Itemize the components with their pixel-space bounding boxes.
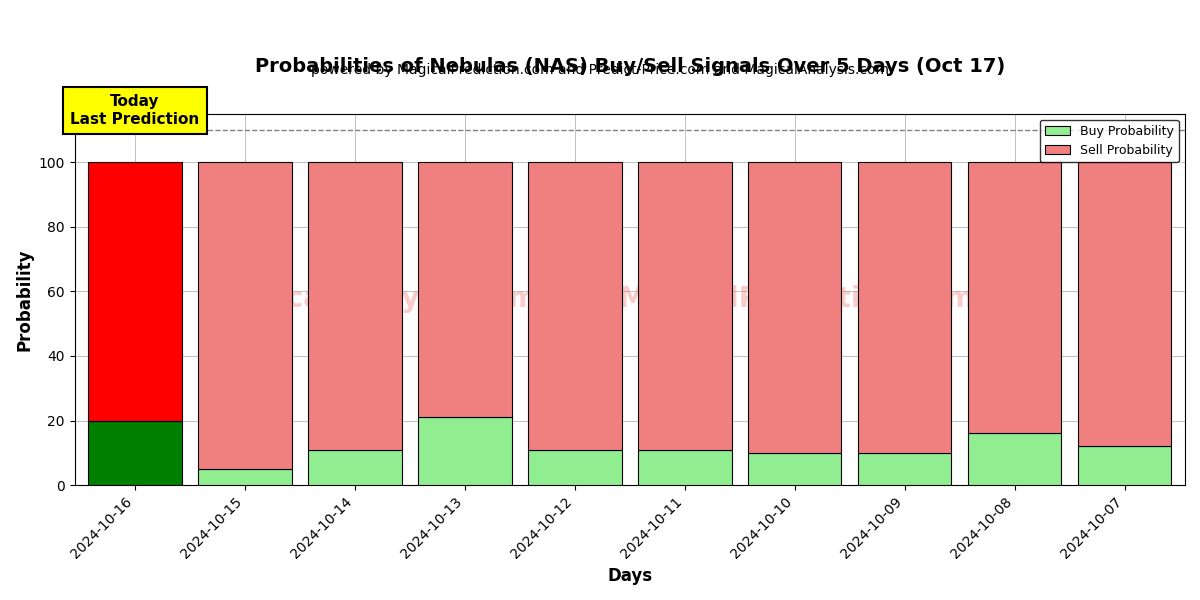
Y-axis label: Probability: Probability bbox=[16, 248, 34, 350]
Bar bbox=[198, 469, 292, 485]
Text: Today
Last Prediction: Today Last Prediction bbox=[71, 94, 199, 127]
Text: MagicalAnalysis.com: MagicalAnalysis.com bbox=[211, 286, 538, 313]
Bar bbox=[748, 162, 841, 453]
Bar bbox=[1078, 162, 1171, 446]
Bar bbox=[858, 162, 952, 453]
Bar bbox=[89, 162, 182, 421]
Title: Probabilities of Nebulas (NAS) Buy/Sell Signals Over 5 Days (Oct 17): Probabilities of Nebulas (NAS) Buy/Sell … bbox=[254, 57, 1004, 76]
Bar bbox=[198, 162, 292, 469]
Bar bbox=[968, 162, 1061, 433]
Text: powered by MagicalPrediction.com and Predict-Price.com and MagicalAnalysis.com: powered by MagicalPrediction.com and Pre… bbox=[311, 63, 889, 77]
Bar bbox=[748, 453, 841, 485]
Bar bbox=[308, 449, 402, 485]
Bar bbox=[89, 421, 182, 485]
Bar bbox=[638, 162, 732, 449]
Bar bbox=[528, 449, 622, 485]
Bar bbox=[1078, 446, 1171, 485]
Bar bbox=[638, 449, 732, 485]
Bar bbox=[419, 162, 511, 418]
Bar bbox=[419, 418, 511, 485]
Bar bbox=[528, 162, 622, 449]
Text: MagicalPrediction.com: MagicalPrediction.com bbox=[618, 286, 974, 313]
Bar bbox=[308, 162, 402, 449]
Bar bbox=[858, 453, 952, 485]
X-axis label: Days: Days bbox=[607, 567, 653, 585]
Legend: Buy Probability, Sell Probability: Buy Probability, Sell Probability bbox=[1040, 120, 1178, 162]
Bar bbox=[968, 433, 1061, 485]
